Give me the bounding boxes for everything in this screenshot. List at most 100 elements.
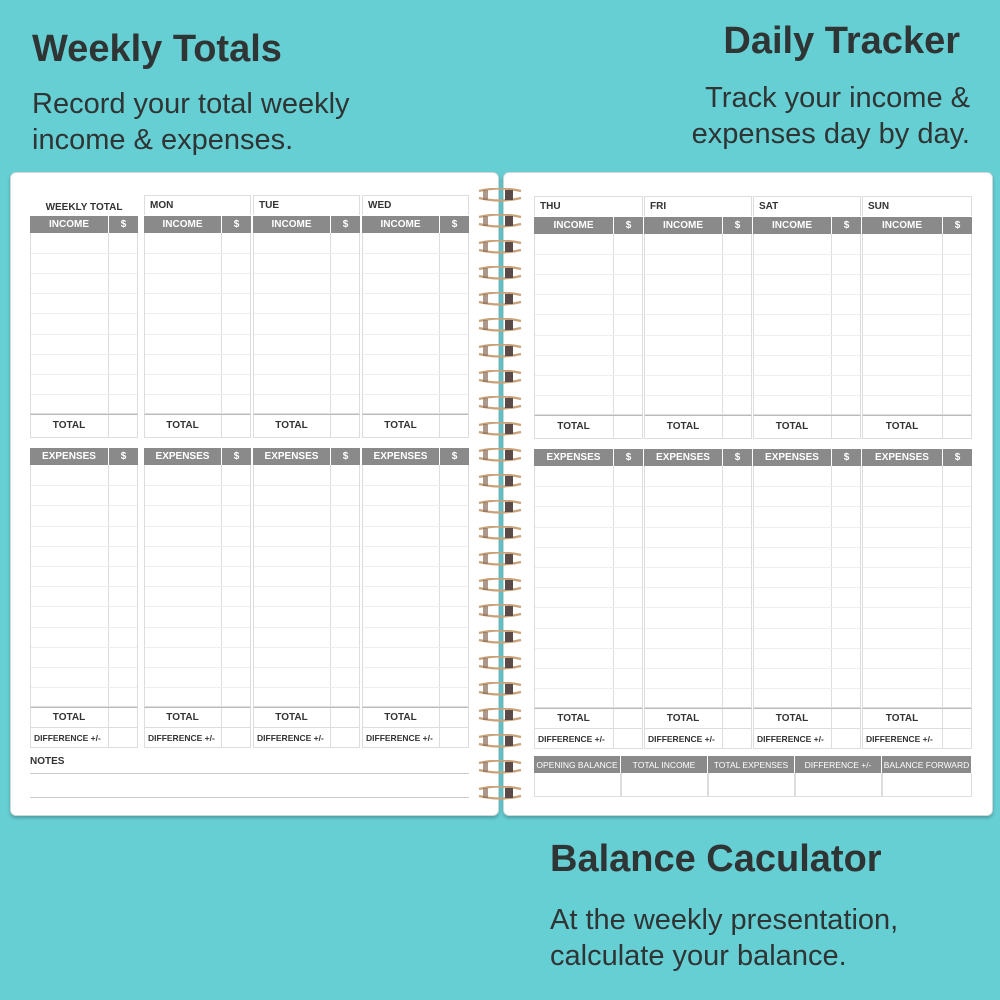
expenses-entry-row	[145, 646, 250, 648]
spiral-ring	[477, 447, 523, 462]
income-entry-row	[363, 353, 468, 355]
expenses-entry-row	[145, 545, 250, 547]
expenses-total-row	[30, 707, 138, 729]
column-title: FRI	[644, 196, 752, 216]
expenses-entry-row	[31, 646, 137, 648]
expenses-total-row	[253, 707, 360, 729]
expenses-entry-row	[31, 626, 137, 628]
column-thu: THU INCOME $ TOTAL EXPENSES $ TOTAL DIFFERENCE …	[534, 173, 643, 773]
expenses-entry-row	[863, 526, 971, 528]
income-dollar-header: $	[109, 216, 138, 233]
difference-label: DIFFERENCE +/-	[866, 734, 933, 745]
expenses-entry-row	[145, 566, 250, 567]
expenses-entry-row	[363, 545, 468, 547]
expenses-entry-row	[31, 525, 137, 527]
expenses-dollar-divider	[108, 465, 109, 729]
expenses-entry-row	[145, 687, 250, 689]
income-entry-row	[754, 354, 860, 356]
expenses-entry-row	[145, 586, 250, 588]
expenses-entry-row	[863, 567, 971, 568]
expenses-entry-row	[645, 486, 751, 488]
column-mon: MON INCOME $ TOTAL EXPENSES $ TOTAL DIFFERENCE …	[144, 173, 251, 773]
income-total-row	[30, 413, 138, 438]
expenses-entries	[30, 465, 138, 708]
expenses-entry-row	[754, 668, 860, 669]
expenses-entry-row	[254, 667, 359, 668]
expenses-entry-row	[754, 627, 860, 629]
expenses-entry-row	[145, 667, 250, 668]
difference-divider	[330, 728, 331, 749]
difference-row	[253, 728, 360, 749]
income-entry-row	[254, 373, 359, 375]
income-entries	[753, 234, 861, 415]
expenses-total-label: TOTAL	[775, 713, 809, 725]
income-entry-row	[145, 333, 250, 335]
expenses-entries	[534, 466, 643, 709]
spiral-ring	[477, 395, 523, 410]
balance-header-0: OPENING BALANCE	[534, 756, 620, 773]
expenses-entry-row	[863, 587, 971, 589]
income-entry-row	[754, 394, 860, 396]
expenses-dollar-divider	[330, 465, 331, 729]
expenses-total-row	[144, 707, 251, 729]
weekly-sub-line-1: Record your total weekly	[32, 88, 350, 120]
income-entry-row	[363, 273, 468, 275]
income-total-row	[753, 414, 861, 439]
income-entry-row	[863, 254, 971, 256]
income-entry-row	[535, 394, 642, 396]
spiral-ring	[477, 213, 523, 228]
expenses-entry-row	[754, 546, 860, 548]
income-entry-row	[254, 273, 359, 275]
daily-tracker-subtitle: Track your income & expenses day by day.	[692, 80, 970, 152]
income-total-label: TOTAL	[275, 420, 308, 432]
income-dollar-divider	[108, 233, 109, 438]
expenses-entry-row	[363, 626, 468, 628]
expenses-entry-row	[645, 607, 751, 609]
expenses-entry-row	[535, 546, 642, 548]
spiral-ring	[477, 499, 523, 514]
spiral-ring	[477, 629, 523, 644]
income-dollar-divider	[330, 233, 331, 438]
expenses-entry-row	[363, 586, 468, 588]
difference-row	[644, 729, 752, 750]
expenses-entries	[644, 466, 752, 709]
spiral-ring	[477, 785, 523, 800]
expenses-entry-row	[145, 485, 250, 487]
income-entries	[144, 233, 251, 414]
expenses-header: EXPENSES	[862, 449, 942, 466]
balance-cell-2	[708, 773, 795, 797]
income-entry-row	[535, 374, 642, 376]
balance-header-2: TOTAL EXPENSES	[708, 756, 794, 773]
income-entries	[644, 234, 752, 415]
income-entry-row	[254, 333, 359, 335]
expenses-entry-row	[254, 687, 359, 689]
difference-row	[862, 729, 972, 750]
difference-row	[362, 728, 469, 749]
expenses-entry-row	[31, 586, 137, 588]
expenses-entry-row	[145, 505, 250, 507]
income-entry-row	[535, 254, 642, 256]
balance-cell-0	[534, 773, 621, 797]
income-total-row	[144, 413, 251, 438]
expenses-entry-row	[363, 566, 468, 567]
expenses-entry-row	[535, 567, 642, 568]
income-dollar-divider	[221, 233, 222, 438]
balance-cell-3	[795, 773, 882, 797]
expenses-entries	[144, 465, 251, 708]
income-total-row	[862, 414, 972, 439]
expenses-entry-row	[645, 526, 751, 528]
expenses-entry-row	[363, 687, 468, 689]
expenses-total-label: TOTAL	[384, 712, 417, 724]
spiral-ring	[477, 551, 523, 566]
income-entries	[534, 234, 643, 415]
difference-label: DIFFERENCE +/-	[538, 734, 605, 745]
income-header: INCOME	[753, 217, 831, 234]
expenses-header: EXPENSES	[362, 448, 439, 465]
income-total-label: TOTAL	[666, 421, 700, 433]
expenses-entry-row	[254, 626, 359, 628]
expenses-dollar-header: $	[440, 448, 469, 465]
income-entries	[253, 233, 360, 414]
expenses-total-label: TOTAL	[52, 712, 86, 724]
income-entry-row	[754, 374, 860, 376]
income-entry-row	[645, 354, 751, 356]
